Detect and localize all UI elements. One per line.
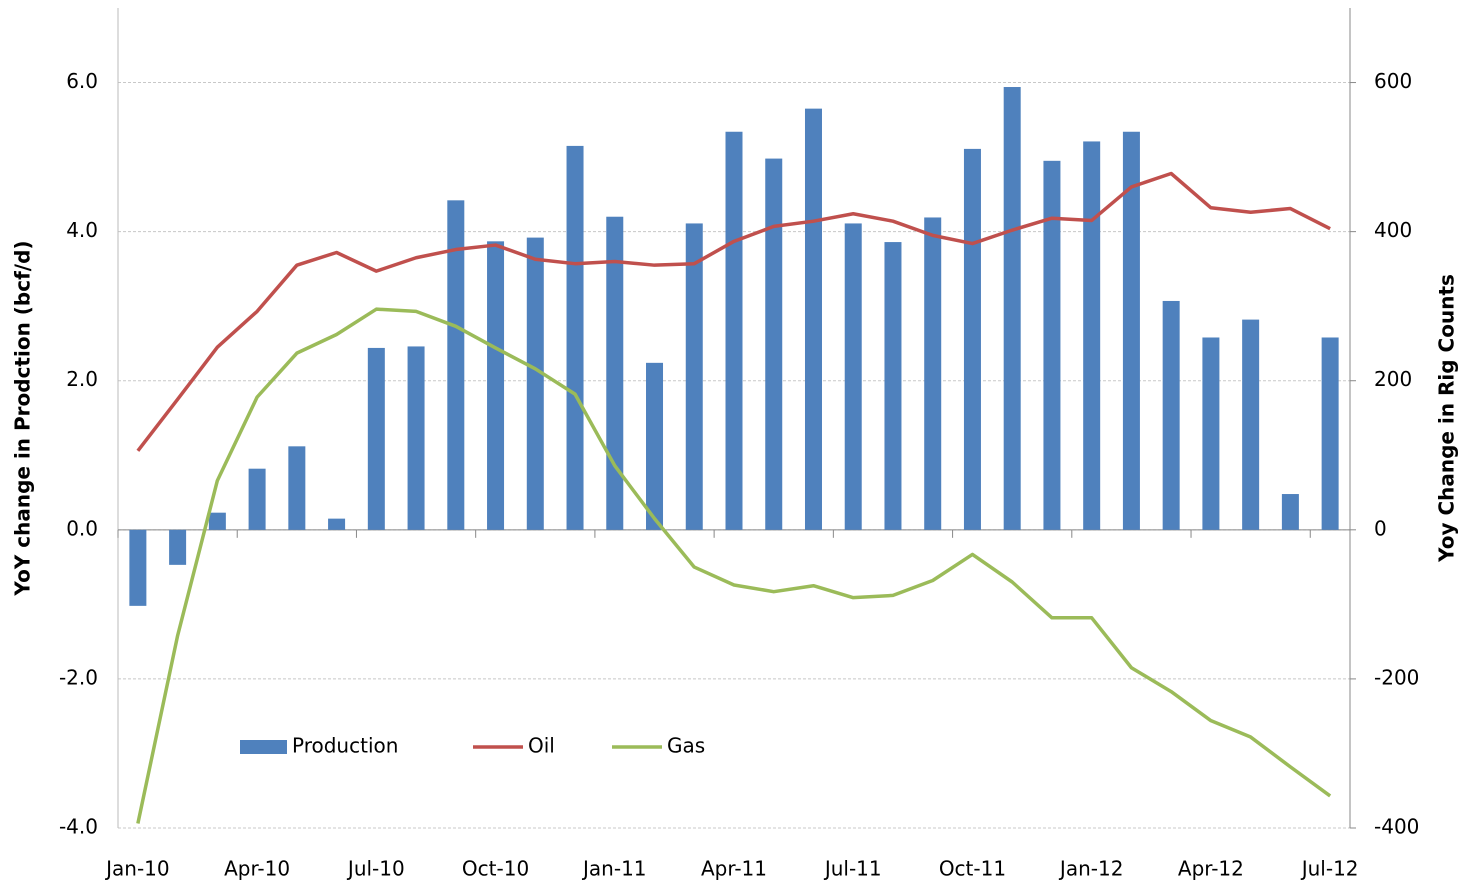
bar <box>884 242 902 530</box>
x-tick-label: Jul-10 <box>346 857 405 881</box>
x-tick-label: Jan-12 <box>1058 857 1124 881</box>
y-tick-label: 2.0 <box>66 367 98 391</box>
bar <box>685 223 703 530</box>
x-tick-label: Jan-11 <box>581 857 647 881</box>
y-axis-title: YoY change in Prodction (bcf/d) <box>11 240 35 596</box>
y-tick-label: 0.0 <box>66 516 98 540</box>
legend-swatch <box>240 740 287 754</box>
line <box>136 307 1332 824</box>
y2-tick-label: -200 <box>1374 665 1419 689</box>
y-tick-label: 4.0 <box>66 218 98 242</box>
x-tick-label: Apr-10 <box>224 857 290 881</box>
bar <box>1122 131 1140 530</box>
bar <box>526 237 544 530</box>
bar <box>1202 337 1220 530</box>
bar <box>208 512 226 530</box>
bar <box>606 216 624 530</box>
bar <box>1043 160 1061 530</box>
x-tick-label: Oct-10 <box>462 857 529 881</box>
bar <box>1242 319 1260 530</box>
legend-label: Oil <box>528 734 555 758</box>
y2-tick-label: 200 <box>1374 367 1412 391</box>
legend-label: Production <box>292 734 398 758</box>
x-tick-label: Jul-12 <box>1300 857 1359 881</box>
bar <box>288 446 306 530</box>
bar <box>447 200 465 530</box>
bar <box>765 158 783 530</box>
bar <box>367 347 385 530</box>
y2-tick-label: 600 <box>1374 69 1412 93</box>
bar <box>1162 300 1180 530</box>
y-tick-label: 6.0 <box>66 69 98 93</box>
bar <box>844 223 862 530</box>
bar <box>924 217 942 530</box>
x-tick-label: Apr-11 <box>701 857 767 881</box>
bar <box>407 346 425 530</box>
bar <box>248 468 266 530</box>
bar <box>169 529 187 565</box>
bar <box>804 108 822 530</box>
x-tick-label: Jan-10 <box>104 857 170 881</box>
bar <box>725 131 743 530</box>
bar <box>1281 494 1299 530</box>
legend-label: Gas <box>667 734 705 758</box>
y2-tick-label: 0 <box>1374 516 1387 540</box>
line <box>136 171 1331 452</box>
bar <box>566 145 584 530</box>
y-tick-label: -4.0 <box>59 815 98 839</box>
bar <box>487 241 505 530</box>
bar <box>1003 87 1021 530</box>
y-tick-label: -2.0 <box>59 665 98 689</box>
y2-tick-label: 400 <box>1374 218 1412 242</box>
bar <box>1083 141 1101 530</box>
bar <box>646 362 664 530</box>
y2-axis-title: Yoy Change in Rig Counts <box>1435 274 1459 563</box>
bar <box>129 529 147 606</box>
x-tick-label: Jul-11 <box>823 857 882 881</box>
x-tick-label: Oct-11 <box>939 857 1006 881</box>
bar <box>1321 337 1339 530</box>
y2-tick-label: -400 <box>1374 815 1419 839</box>
x-tick-label: Apr-12 <box>1178 857 1244 881</box>
bar <box>328 518 346 530</box>
bar <box>963 148 981 530</box>
